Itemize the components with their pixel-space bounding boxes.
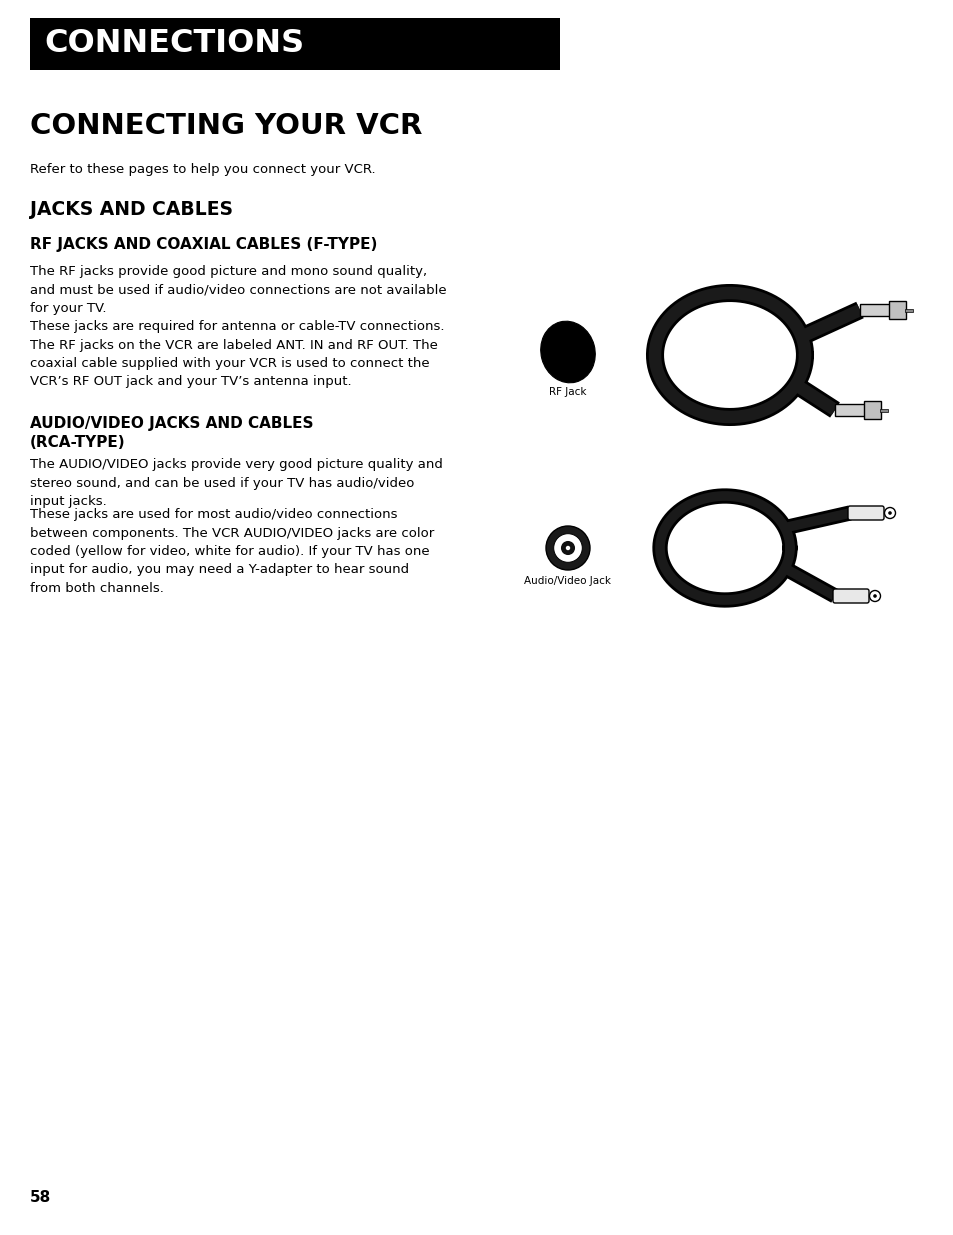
Ellipse shape	[551, 333, 584, 370]
Text: JACKS AND CABLES: JACKS AND CABLES	[30, 200, 233, 219]
Text: Audio/Video Jack: Audio/Video Jack	[524, 576, 611, 585]
Circle shape	[545, 526, 589, 571]
Bar	[904, 309, 912, 311]
Text: AUDIO/VIDEO JACKS AND CABLES
(RCA-TYPE): AUDIO/VIDEO JACKS AND CABLES (RCA-TYPE)	[30, 416, 314, 450]
Text: RF Jack: RF Jack	[549, 387, 586, 396]
Text: Refer to these pages to help you connect your VCR.: Refer to these pages to help you connect…	[30, 163, 375, 177]
Text: 58: 58	[30, 1191, 51, 1205]
Circle shape	[560, 541, 575, 555]
Circle shape	[553, 534, 581, 562]
Circle shape	[883, 508, 895, 519]
Text: RF JACKS AND COAXIAL CABLES (F-TYPE): RF JACKS AND COAXIAL CABLES (F-TYPE)	[30, 237, 377, 252]
Circle shape	[565, 546, 570, 551]
Ellipse shape	[557, 340, 578, 364]
Circle shape	[565, 350, 570, 354]
Text: The AUDIO/VIDEO jacks provide very good picture quality and
stereo sound, and ca: The AUDIO/VIDEO jacks provide very good …	[30, 458, 442, 508]
Ellipse shape	[540, 321, 595, 383]
FancyBboxPatch shape	[847, 506, 883, 520]
Text: CONNECTIONS: CONNECTIONS	[44, 28, 304, 59]
Ellipse shape	[546, 327, 589, 377]
Bar	[879, 409, 887, 411]
Bar	[859, 304, 889, 316]
Text: These jacks are required for antenna or cable-TV connections.
The RF jacks on th: These jacks are required for antenna or …	[30, 320, 444, 389]
Text: These jacks are used for most audio/video connections
between components. The VC: These jacks are used for most audio/vide…	[30, 508, 434, 595]
Bar	[834, 404, 864, 416]
Text: The RF jacks provide good picture and mono sound quality,
and must be used if au: The RF jacks provide good picture and mo…	[30, 266, 446, 315]
FancyBboxPatch shape	[863, 400, 880, 420]
Ellipse shape	[562, 346, 573, 358]
Text: CONNECTING YOUR VCR: CONNECTING YOUR VCR	[30, 112, 422, 140]
Bar	[30, 19, 559, 70]
Circle shape	[872, 594, 876, 598]
FancyBboxPatch shape	[888, 300, 905, 320]
Circle shape	[887, 511, 891, 515]
FancyBboxPatch shape	[832, 589, 868, 603]
Circle shape	[868, 590, 880, 601]
